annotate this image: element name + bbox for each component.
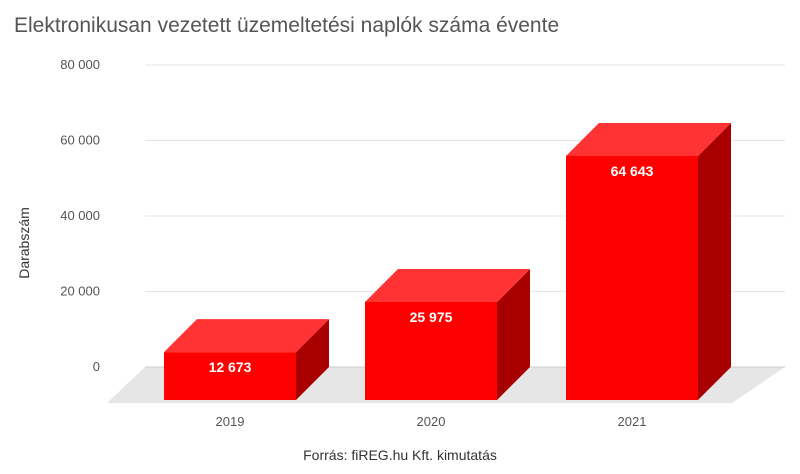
bar-top <box>566 122 731 156</box>
bar <box>566 155 698 400</box>
y-tick-label: 40 000 <box>60 208 100 223</box>
bar <box>164 352 296 400</box>
bar-top <box>164 319 329 353</box>
source-note: Forrás: fiREG.hu Kft. kimutatás <box>303 447 497 463</box>
data-label: 25 975 <box>410 309 453 325</box>
bar-side <box>698 122 731 401</box>
x-tick-label: 2019 <box>216 414 245 429</box>
bar <box>365 301 497 400</box>
bar-side <box>497 268 530 400</box>
data-label: 64 643 <box>611 163 654 179</box>
y-tick-label: 0 <box>93 359 100 374</box>
x-tick-label: 2020 <box>417 414 446 429</box>
x-tick-label: 2021 <box>618 414 647 429</box>
bar-side <box>296 319 329 400</box>
bar-top <box>365 268 530 302</box>
data-label: 12 673 <box>209 359 252 375</box>
chart-title: Elektronikusan vezetett üzemeltetési nap… <box>14 14 560 37</box>
y-tick-label: 60 000 <box>60 133 100 148</box>
y-tick-label: 20 000 <box>60 284 100 299</box>
y-tick-label: 80 000 <box>60 57 100 72</box>
